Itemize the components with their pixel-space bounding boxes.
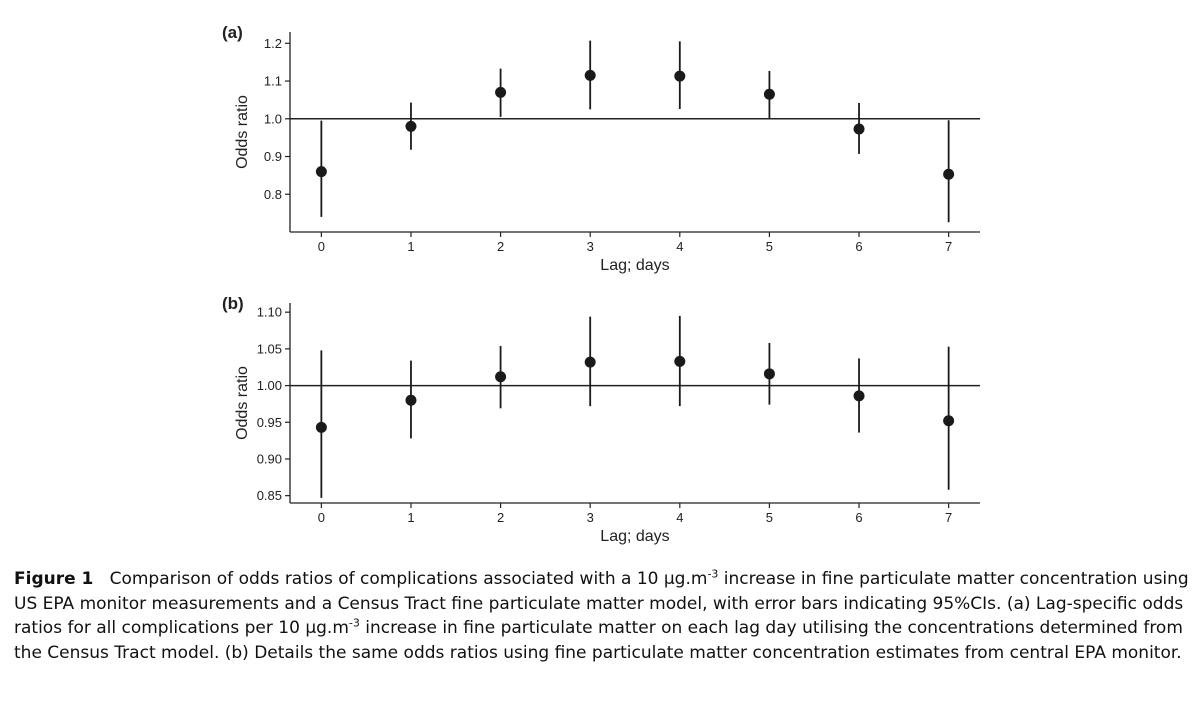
data-point xyxy=(315,421,327,433)
panel-b: (b) 0.85 0.90 0.95 1.00 1.05 1.10 0 1 2 3 4 5 6 7 Lag; … xyxy=(222,294,980,545)
panel-label: (b) xyxy=(222,294,244,313)
data-point xyxy=(853,390,865,402)
data-point xyxy=(405,394,417,406)
y-tick-label: 1.05 xyxy=(257,341,282,356)
data-point xyxy=(584,356,596,368)
caption-label: Figure 1 xyxy=(14,569,94,589)
data-point xyxy=(943,415,955,427)
y-axis-title: Odds ratio xyxy=(234,95,251,169)
x-axis-title: Lag; days xyxy=(600,257,669,274)
data-point xyxy=(315,166,327,178)
caption-exponent-2: -3 xyxy=(348,616,360,630)
x-tick-label: 7 xyxy=(945,239,952,254)
caption-text-1: Comparison of odds ratios of complicatio… xyxy=(109,569,708,589)
data-point xyxy=(674,355,686,367)
x-tick-label: 3 xyxy=(587,510,594,525)
data-point xyxy=(495,86,507,98)
data-point xyxy=(853,123,865,135)
data-point xyxy=(674,70,686,82)
y-tick-label: 1.10 xyxy=(257,305,282,320)
x-tick-label: 6 xyxy=(855,239,862,254)
y-tick-label: 0.8 xyxy=(264,187,282,202)
y-tick-label: 0.9 xyxy=(264,149,282,164)
y-tick-label: 1.00 xyxy=(257,378,282,393)
data-point xyxy=(495,371,507,383)
y-tick-label: 0.95 xyxy=(257,415,282,430)
data-point xyxy=(943,168,955,180)
data-point xyxy=(763,368,775,380)
x-axis-title: Lag; days xyxy=(600,528,669,545)
y-tick-label: 1.2 xyxy=(264,36,282,51)
caption-text-3: increase in fine particulate matter on e… xyxy=(14,618,1183,663)
data-point xyxy=(405,120,417,132)
x-tick-label: 3 xyxy=(587,239,594,254)
x-tick-label: 4 xyxy=(676,239,683,254)
panel-label: (a) xyxy=(222,23,243,42)
panel-a: (a) 0.8 0.9 1.0 1.1 1.2 0 1 2 3 4 5 6 7 Lag; days Odds … xyxy=(222,23,980,274)
x-tick-label: 1 xyxy=(407,510,414,525)
x-tick-label: 0 xyxy=(318,510,325,525)
x-tick-label: 4 xyxy=(676,510,683,525)
y-axis-title: Odds ratio xyxy=(234,366,251,440)
figure-caption: Figure 1 Comparison of odds ratios of co… xyxy=(14,567,1194,665)
x-tick-label: 1 xyxy=(407,239,414,254)
caption-exponent-1: -3 xyxy=(707,567,719,581)
x-tick-label: 2 xyxy=(497,239,504,254)
y-tick-label: 1.0 xyxy=(264,111,282,126)
x-tick-label: 0 xyxy=(318,239,325,254)
x-tick-label: 5 xyxy=(766,510,773,525)
data-point xyxy=(763,88,775,100)
x-tick-label: 7 xyxy=(945,510,952,525)
x-tick-label: 5 xyxy=(766,239,773,254)
data-point xyxy=(584,69,596,81)
odds-ratio-figure: (a) 0.8 0.9 1.0 1.1 1.2 0 1 2 3 4 5 6 7 Lag; days Odds … xyxy=(222,23,980,545)
x-tick-label: 6 xyxy=(855,510,862,525)
y-tick-label: 0.90 xyxy=(257,451,282,466)
x-tick-label: 2 xyxy=(497,510,504,525)
y-tick-label: 0.85 xyxy=(257,488,282,503)
caption-text-2: increase in fine particulate matter conc… xyxy=(14,569,1189,638)
y-tick-label: 1.1 xyxy=(264,74,282,89)
